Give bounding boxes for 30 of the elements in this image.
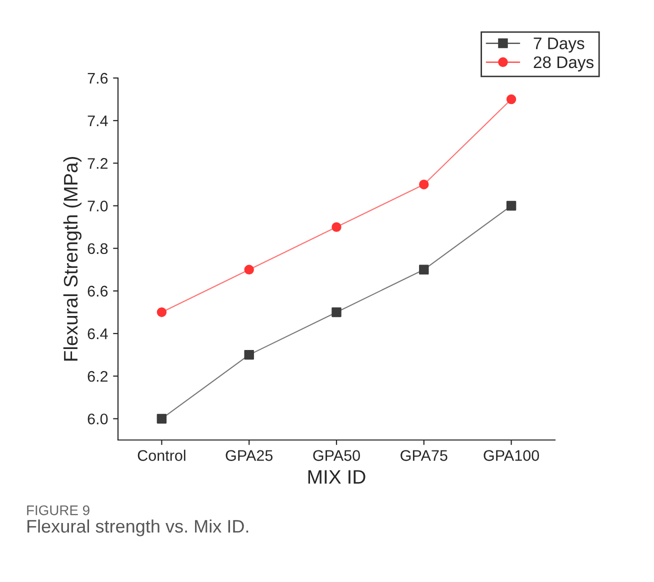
y-tick-label: 7.0 bbox=[88, 200, 108, 212]
point bbox=[506, 94, 516, 104]
point bbox=[156, 307, 167, 318]
point bbox=[506, 200, 516, 211]
text: Flexural strength vs. Mix ID. bbox=[27, 519, 248, 536]
point bbox=[244, 264, 254, 275]
y-tick-label: 7.4 bbox=[88, 116, 108, 126]
y-tick-label: 6.4 bbox=[88, 328, 108, 340]
x-axis-title: MIX ID bbox=[308, 470, 366, 484]
legend-label: 7 Days bbox=[534, 38, 584, 53]
x-tick-label: Control bbox=[138, 450, 186, 461]
caption: FIGURE 9 bbox=[27, 505, 90, 516]
x-tick-label: GPA50 bbox=[313, 450, 360, 461]
x-tick-label: GPA75 bbox=[400, 450, 448, 461]
y-axis-title: Flexural Strength (MPa) bbox=[63, 157, 82, 361]
x-tick-label: GPA100 bbox=[484, 450, 540, 461]
y-tick-label: 7.2 bbox=[88, 158, 108, 169]
y-tick-label: 6.2 bbox=[88, 370, 108, 382]
y-tick-label: 6.8 bbox=[88, 243, 108, 254]
x-tick-label: GPA25 bbox=[226, 450, 273, 461]
y-tick-label: 6.0 bbox=[88, 414, 108, 424]
point bbox=[332, 222, 342, 232]
y-tick-label: 7.6 bbox=[88, 72, 108, 84]
point bbox=[419, 180, 429, 190]
point bbox=[244, 350, 254, 360]
y-tick-label: 6.6 bbox=[88, 286, 108, 297]
point bbox=[332, 307, 342, 318]
point bbox=[156, 414, 167, 424]
point bbox=[419, 264, 429, 275]
legend-label: 28 Days bbox=[534, 56, 594, 72]
